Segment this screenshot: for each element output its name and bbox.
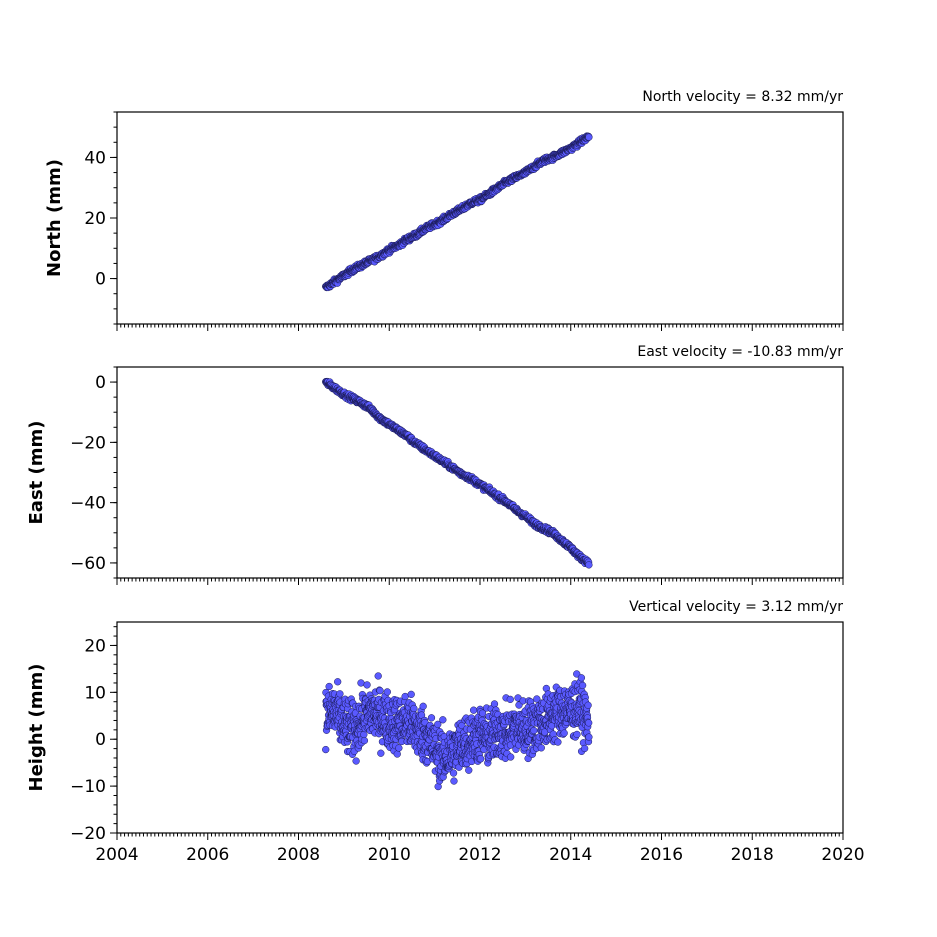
data-point (554, 738, 562, 746)
x-tick-label: 2010 (368, 845, 411, 865)
data-point (334, 678, 342, 686)
y-tick-label: −20 (70, 433, 106, 453)
data-point (377, 749, 385, 757)
data-point (578, 681, 587, 690)
data-point (439, 716, 447, 724)
y-tick-label: 40 (84, 148, 106, 168)
data-point (322, 745, 330, 754)
data-point (352, 757, 360, 765)
y-axis-label: Height (mm) (26, 664, 47, 792)
data-point (585, 561, 593, 569)
y-tick-label: 10 (84, 683, 106, 703)
x-tick-label: 2006 (186, 845, 229, 865)
data-point (395, 744, 403, 752)
data-point (490, 700, 499, 708)
data-point (585, 733, 593, 741)
data-point (577, 674, 586, 682)
y-tick-label: 0 (95, 373, 106, 393)
y-tick-label: −20 (70, 824, 106, 844)
y-tick-label: 0 (95, 730, 106, 750)
panel-title: North velocity = 8.32 mm/yr (642, 89, 843, 105)
data-point (560, 729, 568, 737)
panel-title: East velocity = -10.83 mm/yr (637, 344, 843, 360)
y-axis-label: East (mm) (26, 421, 47, 525)
data-point (530, 726, 538, 735)
x-tick-label: 2012 (458, 845, 501, 865)
data-point (401, 692, 409, 701)
y-tick-label: 20 (84, 636, 106, 656)
y-tick-label: −60 (70, 554, 106, 574)
data-point (383, 688, 391, 696)
x-tick-label: 2004 (95, 845, 138, 865)
y-tick-label: 0 (95, 270, 106, 290)
data-point (585, 133, 593, 141)
y-tick-label: −40 (70, 494, 106, 514)
data-point (477, 755, 485, 763)
data-point (360, 736, 369, 745)
data-point (376, 687, 384, 695)
x-tick-label: 2014 (549, 845, 592, 865)
plot-frame (116, 111, 844, 325)
y-tick-label: −10 (70, 777, 106, 797)
x-tick-label: 2016 (640, 845, 683, 865)
data-point (407, 690, 415, 698)
y-tick-label: 20 (84, 209, 106, 229)
data-point (507, 753, 515, 761)
data-point (573, 730, 581, 739)
data-point (465, 766, 473, 774)
data-point (469, 706, 478, 714)
data-point (393, 750, 401, 758)
data-point (585, 719, 593, 727)
x-tick-label: 2020 (821, 845, 864, 865)
panel-title: Vertical velocity = 3.12 mm/yr (629, 599, 843, 615)
data-point (410, 704, 418, 713)
x-tick-label: 2018 (731, 845, 774, 865)
data-point (450, 777, 458, 785)
data-point (584, 701, 592, 709)
data-point (325, 682, 333, 691)
plot-frame (116, 366, 844, 579)
data-point (537, 744, 545, 752)
data-point (427, 714, 436, 722)
data-point (363, 681, 371, 689)
data-point (506, 695, 514, 704)
data-point (374, 672, 382, 680)
x-tick-label: 2008 (277, 845, 320, 865)
data-point (357, 679, 365, 687)
y-axis-label: North (mm) (44, 159, 65, 277)
data-point (449, 769, 458, 777)
data-point (419, 702, 427, 710)
data-point (581, 744, 589, 753)
data-point (336, 690, 344, 698)
